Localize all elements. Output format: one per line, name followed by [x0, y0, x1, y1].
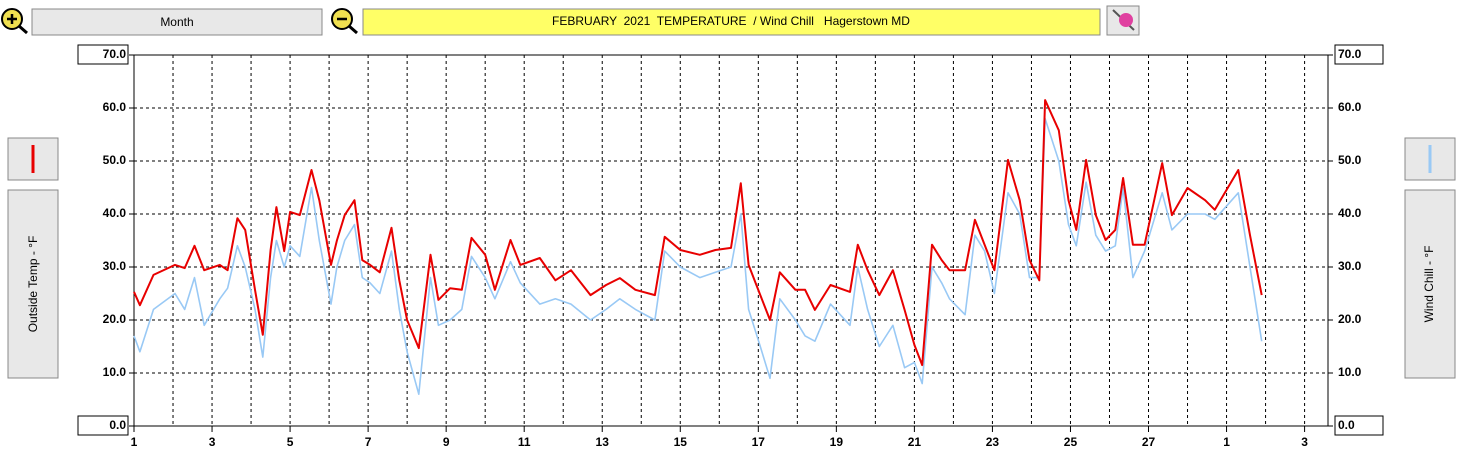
- x-tick-label: 13: [596, 435, 610, 449]
- period-button[interactable]: [31, 8, 323, 36]
- x-tick-label: 25: [1064, 435, 1078, 449]
- y2-tick-label: 20.0: [1338, 312, 1362, 326]
- x-tick-label: 23: [986, 435, 1000, 449]
- y2-tick-label: 0.0: [1338, 418, 1355, 432]
- x-tick-label: 9: [443, 435, 450, 449]
- x-tick-label: 3: [209, 435, 216, 449]
- x-tick-label: 17: [752, 435, 766, 449]
- settings-button[interactable]: [1106, 5, 1140, 36]
- y2-tick-label: 60.0: [1338, 100, 1362, 114]
- y2-label-box: [1404, 189, 1456, 379]
- y2-tick-label: 40.0: [1338, 206, 1362, 220]
- y-tick-label: 60.0: [103, 100, 127, 114]
- x-tick-label: 1: [131, 435, 138, 449]
- y-tick-label: 40.0: [103, 206, 127, 220]
- chart-title: FEBRUARY 2021 TEMPERATURE / Wind Chill H…: [552, 14, 910, 28]
- zoom-in-button[interactable]: [1, 8, 28, 35]
- x-tick-label: 15: [674, 435, 688, 449]
- y2-tick-label: 10.0: [1338, 365, 1362, 379]
- x-tick-label: 27: [1142, 435, 1156, 449]
- y2-tick-label: 70.0: [1338, 47, 1362, 61]
- y2-tick-label: 30.0: [1338, 259, 1362, 273]
- series-line: [133, 99, 1263, 367]
- x-tick-label: 3: [1301, 435, 1308, 449]
- y-tick-label: 0.0: [109, 418, 126, 432]
- y-axis-label: Outside Temp - °F: [26, 236, 40, 333]
- x-tick-label: 5: [287, 435, 294, 449]
- y-tick-label: 50.0: [103, 153, 127, 167]
- y2-tick-box: [1334, 44, 1384, 65]
- period-label: Month: [160, 15, 193, 29]
- y-tick-box: [77, 44, 129, 65]
- y-label-box: [7, 189, 59, 379]
- y-tick-label: 10.0: [103, 365, 127, 379]
- y-tick-box: [77, 415, 129, 436]
- zoom-out-button[interactable]: [331, 8, 358, 35]
- x-tick-label: 19: [830, 435, 844, 449]
- x-tick-label: 1: [1223, 435, 1230, 449]
- x-tick-label: 11: [518, 435, 531, 449]
- title-box: [362, 8, 1101, 36]
- y2-tick-box: [1334, 415, 1384, 436]
- x-tick-label: 7: [365, 435, 372, 449]
- y-tick-label: 30.0: [103, 259, 127, 273]
- x-tick-label: 21: [908, 435, 922, 449]
- series-line: [133, 117, 1263, 395]
- y-tick-label: 20.0: [103, 312, 127, 326]
- y2-axis-label: Wind Chill - °F: [1422, 246, 1436, 323]
- y-tick-label: 70.0: [103, 47, 127, 61]
- y2-tick-label: 50.0: [1338, 153, 1362, 167]
